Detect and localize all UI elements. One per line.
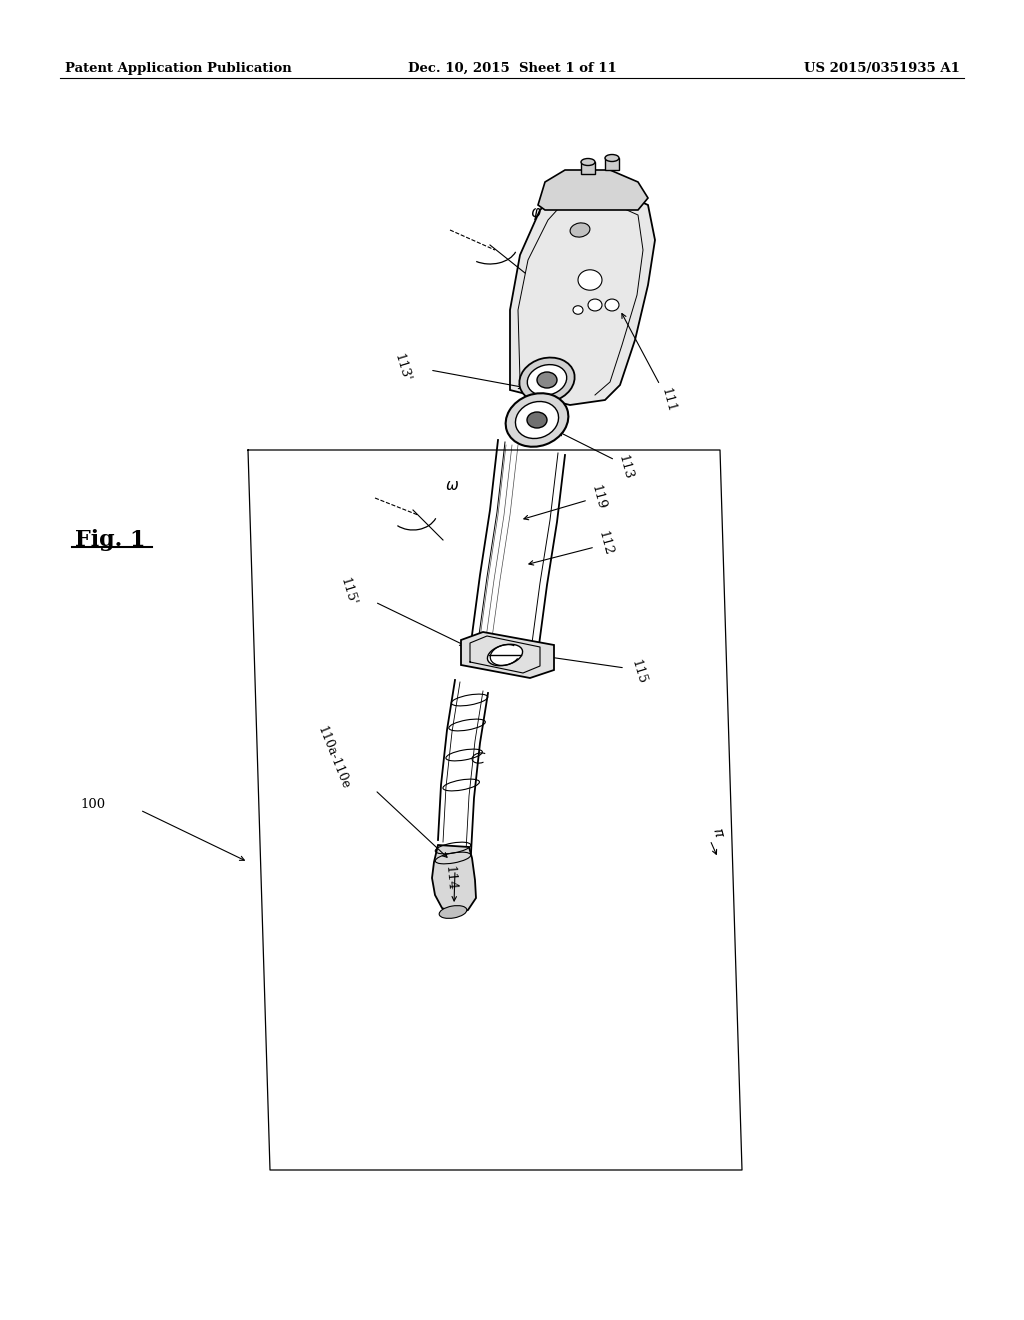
Text: 113': 113' (391, 352, 413, 384)
Polygon shape (510, 185, 655, 405)
Ellipse shape (581, 158, 595, 165)
Text: $\omega$: $\omega$ (445, 479, 459, 492)
Text: 114: 114 (442, 865, 458, 891)
Text: 113: 113 (615, 453, 635, 480)
Polygon shape (538, 170, 648, 210)
Ellipse shape (573, 306, 583, 314)
Text: 111: 111 (658, 387, 678, 413)
Ellipse shape (506, 393, 568, 446)
Text: 110a-110e: 110a-110e (314, 725, 351, 792)
Text: $\varphi$: $\varphi$ (530, 206, 542, 222)
Ellipse shape (519, 358, 574, 403)
Text: Patent Application Publication: Patent Application Publication (65, 62, 292, 75)
Ellipse shape (527, 364, 566, 396)
Text: Dec. 10, 2015  Sheet 1 of 11: Dec. 10, 2015 Sheet 1 of 11 (408, 62, 616, 75)
Ellipse shape (515, 401, 558, 438)
Polygon shape (581, 162, 595, 174)
Text: 119: 119 (589, 483, 607, 511)
Text: 115': 115' (338, 577, 358, 607)
Polygon shape (605, 158, 618, 170)
Text: 100: 100 (80, 799, 105, 812)
Ellipse shape (570, 223, 590, 238)
Ellipse shape (527, 412, 547, 428)
Text: US 2015/0351935 A1: US 2015/0351935 A1 (804, 62, 961, 75)
Text: 115: 115 (628, 659, 648, 686)
Ellipse shape (588, 300, 602, 312)
Polygon shape (432, 845, 476, 913)
Text: Fig. 1: Fig. 1 (75, 529, 145, 550)
Ellipse shape (487, 644, 522, 665)
Ellipse shape (439, 906, 467, 919)
Polygon shape (461, 632, 554, 678)
Ellipse shape (605, 300, 618, 312)
Text: 112: 112 (596, 529, 614, 557)
Ellipse shape (537, 372, 557, 388)
Ellipse shape (605, 154, 618, 161)
Text: $\pi$: $\pi$ (710, 826, 726, 840)
Ellipse shape (578, 269, 602, 290)
